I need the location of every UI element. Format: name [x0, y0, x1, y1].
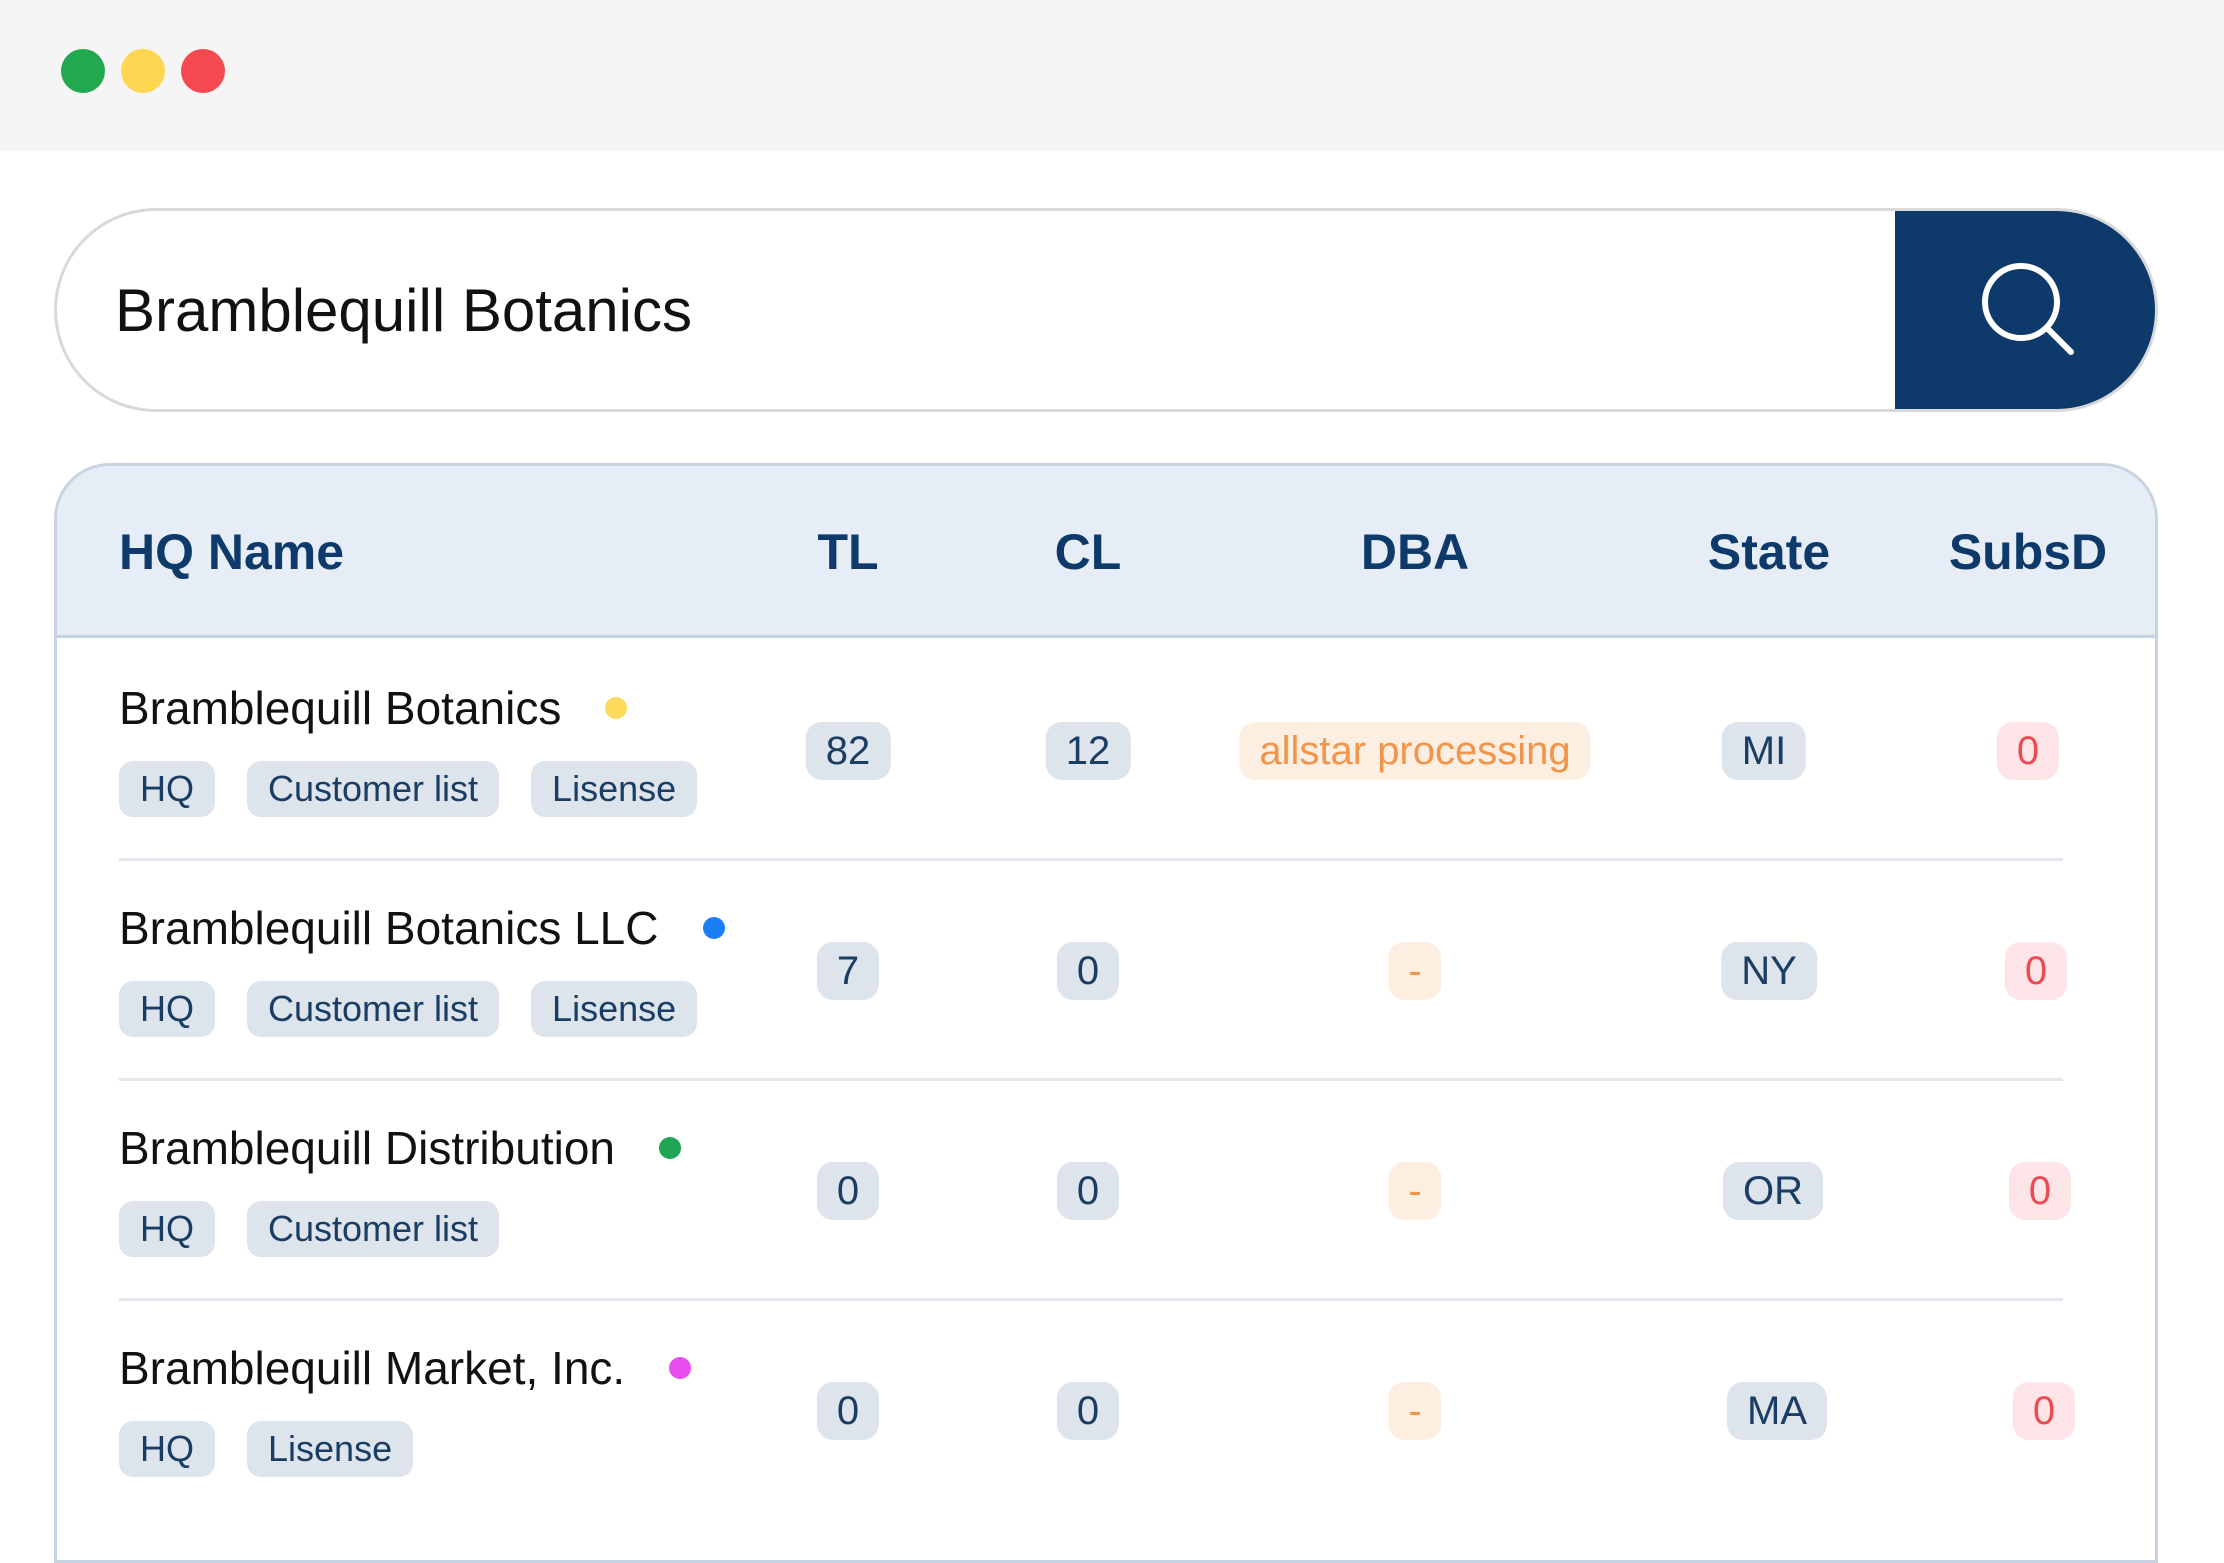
header-state[interactable]: State	[1707, 524, 1831, 580]
results-table: HQ Name TL CL DBA State SubsD Bramblequi…	[54, 463, 2158, 1563]
tag-lisense[interactable]: Lisense	[531, 761, 698, 817]
tag-list: HQ Lisense	[119, 1421, 414, 1477]
search-icon	[1981, 263, 2074, 355]
tag-hq[interactable]: HQ	[119, 1201, 215, 1257]
subsd-value: 0	[1996, 722, 2060, 780]
row-divider	[119, 1078, 2063, 1081]
hq-name[interactable]: Bramblequill Botanics LLC	[119, 902, 659, 954]
cl-value: 0	[1056, 942, 1120, 1000]
row-divider	[119, 858, 2063, 861]
window-close-button[interactable]	[181, 49, 225, 93]
header-tl[interactable]: TL	[817, 524, 879, 580]
tl-value: 82	[805, 722, 891, 780]
tag-hq[interactable]: HQ	[119, 761, 215, 817]
tag-hq[interactable]: HQ	[119, 1421, 215, 1477]
tag-lisense[interactable]: Lisense	[531, 981, 698, 1037]
table-row[interactable]: Bramblequill Botanics HQ Customer list Lise…	[57, 641, 2155, 861]
window-titlebar	[0, 0, 2224, 151]
tag-list: HQ Customer list Lisense	[119, 981, 698, 1037]
subsd-value: 0	[2008, 1162, 2072, 1220]
state-badge: MA	[1727, 1382, 1827, 1440]
hq-name-line: Bramblequill Market, Inc.	[119, 1341, 692, 1395]
hq-name[interactable]: Bramblequill Market, Inc.	[119, 1342, 626, 1394]
tag-list: HQ Customer list	[119, 1201, 500, 1257]
subsd-value: 0	[2012, 1382, 2076, 1440]
table-row[interactable]: Bramblequill Botanics LLC HQ Customer list…	[57, 861, 2155, 1081]
search-button[interactable]	[1895, 211, 2155, 409]
search-input[interactable]	[115, 211, 1895, 409]
state-badge: OR	[1723, 1162, 1823, 1220]
window-maximize-button[interactable]	[61, 49, 105, 93]
window-minimize-button[interactable]	[121, 49, 165, 93]
subsd-value: 0	[2004, 942, 2068, 1000]
tag-customer-list[interactable]: Customer list	[247, 981, 500, 1037]
table-row[interactable]: Bramblequill Market, Inc. HQ Lisense 0 0 - MA 0	[57, 1301, 2155, 1521]
header-hq-name[interactable]: HQ Name	[119, 524, 345, 580]
tag-customer-list[interactable]: Customer list	[247, 761, 500, 817]
state-badge: NY	[1721, 942, 1817, 1000]
hq-name[interactable]: Bramblequill Botanics	[119, 682, 562, 734]
state-badge: MI	[1721, 722, 1807, 780]
tl-value: 7	[816, 942, 880, 1000]
search-bar	[54, 208, 2158, 412]
cl-value: 0	[1056, 1382, 1120, 1440]
hq-name-line: Bramblequill Botanics	[119, 681, 628, 735]
dba-value: allstar processing	[1239, 722, 1591, 780]
tl-value: 0	[816, 1382, 880, 1440]
table-header: HQ Name TL CL DBA State SubsD	[57, 466, 2155, 638]
row-divider	[119, 1298, 2063, 1301]
header-subsd[interactable]: SubsD	[1948, 524, 2108, 580]
cl-value: 0	[1056, 1162, 1120, 1220]
hq-name-line: Bramblequill Botanics LLC	[119, 901, 725, 955]
tag-customer-list[interactable]: Customer list	[247, 1201, 500, 1257]
tag-list: HQ Customer list Lisense	[119, 761, 698, 817]
dba-value: -	[1388, 1382, 1442, 1440]
header-dba[interactable]: DBA	[1360, 524, 1470, 580]
tl-value: 0	[816, 1162, 880, 1220]
tag-lisense[interactable]: Lisense	[247, 1421, 414, 1477]
hq-name-line: Bramblequill Distribution	[119, 1121, 681, 1175]
status-dot	[669, 1357, 692, 1379]
hq-name[interactable]: Bramblequill Distribution	[119, 1122, 615, 1174]
dba-value: -	[1388, 1162, 1442, 1220]
tag-hq[interactable]: HQ	[119, 981, 215, 1037]
status-dot	[658, 1137, 681, 1159]
table-row[interactable]: Bramblequill Distribution HQ Customer list…	[57, 1081, 2155, 1301]
cl-value: 12	[1045, 722, 1131, 780]
status-dot	[702, 917, 725, 939]
status-dot	[605, 697, 628, 719]
dba-value: -	[1388, 942, 1442, 1000]
header-cl[interactable]: CL	[1054, 524, 1122, 580]
